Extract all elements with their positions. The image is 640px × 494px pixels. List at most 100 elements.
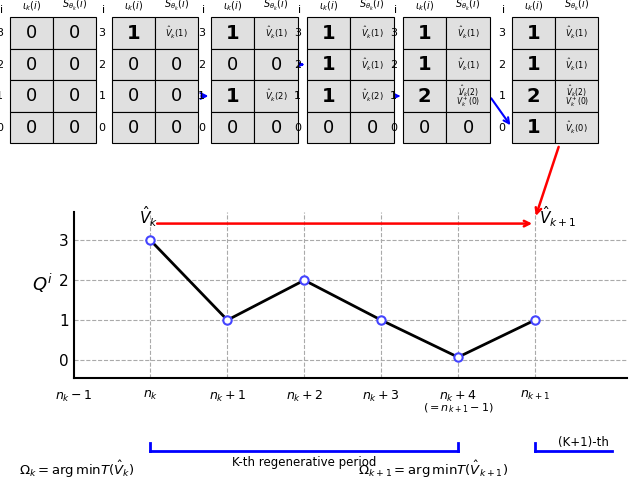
Text: $\Omega_k = \arg\min T(\hat{V}_k)$: $\Omega_k = \arg\min T(\hat{V}_k)$: [19, 459, 134, 480]
Text: 1: 1: [418, 55, 431, 74]
Text: $S_{\theta_k}(i)$: $S_{\theta_k}(i)$: [164, 0, 189, 13]
Text: 3: 3: [198, 28, 205, 38]
Text: i: i: [102, 5, 106, 15]
Text: 0: 0: [198, 123, 205, 132]
Text: 2: 2: [198, 60, 205, 70]
Text: $\hat{V}_k(1)$: $\hat{V}_k(1)$: [361, 25, 383, 41]
Text: $\iota_k(i)$: $\iota_k(i)$: [223, 0, 243, 13]
Text: $\hat{V}_k(1)$: $\hat{V}_k(1)$: [361, 56, 383, 73]
Text: 1: 1: [198, 91, 205, 101]
Text: 0: 0: [26, 119, 37, 136]
Text: 0: 0: [227, 119, 239, 136]
Text: i: i: [394, 5, 397, 15]
Text: i: i: [0, 5, 3, 15]
Text: 1: 1: [499, 91, 506, 101]
Text: 1: 1: [294, 91, 301, 101]
Text: 0: 0: [462, 119, 474, 136]
Text: 0: 0: [26, 55, 37, 74]
Text: 1: 1: [322, 55, 335, 74]
Text: 2: 2: [99, 60, 106, 70]
Text: $n_k-1$: $n_k-1$: [55, 389, 92, 404]
Text: $\hat{V}_k(2)$: $\hat{V}_k(2)$: [566, 83, 588, 99]
Text: $\hat{V}_k(2)$: $\hat{V}_k(2)$: [458, 83, 479, 99]
Text: 1: 1: [322, 86, 335, 106]
Text: $\hat{V}_k(1)$: $\hat{V}_k(1)$: [265, 25, 287, 41]
Text: $n_k+4$: $n_k+4$: [439, 389, 477, 404]
Text: 1: 1: [226, 24, 239, 42]
Text: 2: 2: [294, 60, 301, 70]
Text: $S_{\theta_k}(i)$: $S_{\theta_k}(i)$: [360, 0, 385, 13]
Text: $\hat{V}_k(0)$: $\hat{V}_k(0)$: [566, 120, 588, 135]
Text: 3: 3: [294, 28, 301, 38]
Text: $n_k+1$: $n_k+1$: [209, 389, 246, 404]
Text: $n_k$: $n_k$: [143, 389, 158, 402]
Text: 3: 3: [0, 28, 3, 38]
Text: 0: 0: [499, 123, 506, 132]
Text: 0: 0: [128, 119, 140, 136]
Text: 1: 1: [527, 24, 540, 42]
Text: 0: 0: [26, 24, 37, 42]
Text: 0: 0: [366, 119, 378, 136]
Text: $\hat{V}_k$: $\hat{V}_k$: [139, 205, 158, 229]
Text: $n_{k+1}$: $n_{k+1}$: [520, 389, 550, 402]
Text: $\hat{V}_k(1)$: $\hat{V}_k(1)$: [457, 56, 479, 73]
Text: 0: 0: [68, 87, 80, 105]
Text: $\Omega_{k+1} = \arg\min T(\hat{V}_{k+1})$: $\Omega_{k+1} = \arg\min T(\hat{V}_{k+1}…: [358, 459, 509, 480]
Text: $\hat{V}_k(2)$: $\hat{V}_k(2)$: [265, 88, 287, 104]
Text: $\hat{V}_{k+1}$: $\hat{V}_{k+1}$: [539, 205, 577, 229]
Text: $S_{\theta_k}(i)$: $S_{\theta_k}(i)$: [564, 0, 589, 13]
Text: 0: 0: [171, 55, 182, 74]
Text: 3: 3: [390, 28, 397, 38]
Text: 0: 0: [68, 55, 80, 74]
Text: 0: 0: [171, 119, 182, 136]
Text: 0: 0: [128, 87, 140, 105]
Text: 1: 1: [390, 91, 397, 101]
Text: 0: 0: [68, 119, 80, 136]
Text: 0: 0: [68, 24, 80, 42]
Text: 0: 0: [270, 55, 282, 74]
Y-axis label: $Q^i$: $Q^i$: [32, 272, 52, 295]
Text: i: i: [502, 5, 506, 15]
Text: $n_k+2$: $n_k+2$: [285, 389, 323, 404]
Text: 2: 2: [527, 86, 540, 106]
Text: 2: 2: [0, 60, 3, 70]
Text: 1: 1: [127, 24, 140, 42]
Text: 0: 0: [171, 87, 182, 105]
Text: 1: 1: [527, 118, 540, 137]
Text: $\hat{V}_k(1)$: $\hat{V}_k(1)$: [566, 56, 588, 73]
Text: $\iota_k(i)$: $\iota_k(i)$: [124, 0, 143, 13]
Text: $n_k+3$: $n_k+3$: [362, 389, 400, 404]
Text: $\hat{V}_k^+(0)$: $\hat{V}_k^+(0)$: [564, 92, 589, 110]
Text: i: i: [202, 5, 205, 15]
Text: 3: 3: [499, 28, 506, 38]
Text: $\hat{V}_k(2)$: $\hat{V}_k(2)$: [361, 88, 383, 104]
Text: 0: 0: [323, 119, 335, 136]
Text: 2: 2: [499, 60, 506, 70]
Text: 0: 0: [99, 123, 106, 132]
Text: i: i: [298, 5, 301, 15]
Text: $S_{\theta_k}(i)$: $S_{\theta_k}(i)$: [456, 0, 481, 13]
Text: 1: 1: [99, 91, 106, 101]
Text: 0: 0: [419, 119, 431, 136]
Text: 0: 0: [227, 55, 239, 74]
Text: 0: 0: [0, 123, 3, 132]
Text: $\hat{V}_k(1)$: $\hat{V}_k(1)$: [166, 25, 188, 41]
Text: 0: 0: [128, 55, 140, 74]
Text: 1: 1: [226, 86, 239, 106]
Text: 1: 1: [322, 24, 335, 42]
Text: $(=n_{k+1}-1)$: $(=n_{k+1}-1)$: [423, 402, 493, 415]
Text: 2: 2: [390, 60, 397, 70]
Text: $\iota_k(i)$: $\iota_k(i)$: [524, 0, 543, 13]
Text: K-th regenerative period: K-th regenerative period: [232, 456, 376, 469]
Text: $\hat{V}_k(1)$: $\hat{V}_k(1)$: [566, 25, 588, 41]
Text: $\iota_k(i)$: $\iota_k(i)$: [22, 0, 41, 13]
Text: 1: 1: [527, 55, 540, 74]
Text: $\hat{V}_k^+(0)$: $\hat{V}_k^+(0)$: [456, 92, 480, 110]
Text: 0: 0: [390, 123, 397, 132]
Text: $S_{\theta_k}(i)$: $S_{\theta_k}(i)$: [62, 0, 87, 13]
Text: $\iota_k(i)$: $\iota_k(i)$: [415, 0, 435, 13]
Text: 0: 0: [294, 123, 301, 132]
Text: 0: 0: [270, 119, 282, 136]
Text: $S_{\theta_k}(i)$: $S_{\theta_k}(i)$: [264, 0, 289, 13]
Text: 1: 1: [0, 91, 3, 101]
